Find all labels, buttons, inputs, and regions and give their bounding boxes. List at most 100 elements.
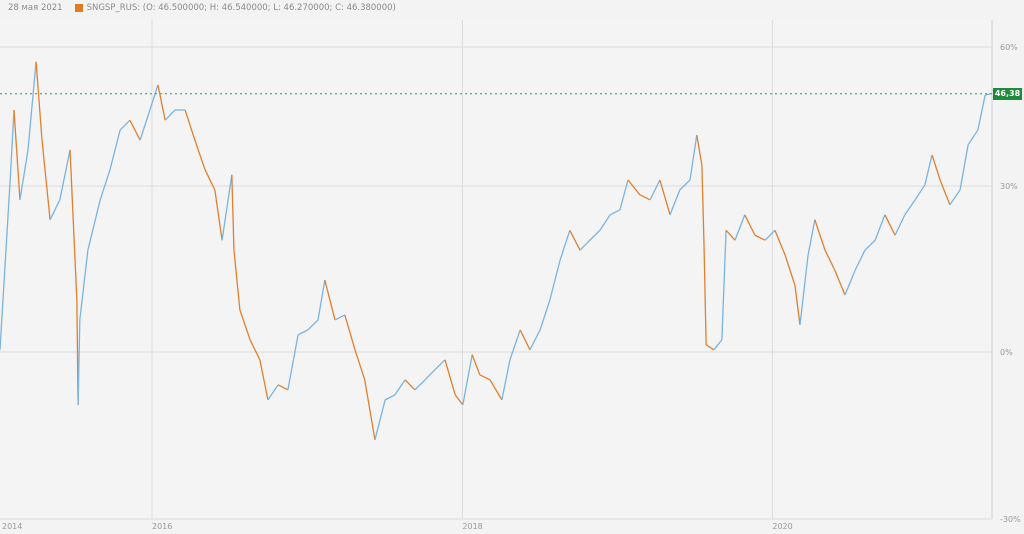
y-tick-label: 30% <box>1000 182 1018 191</box>
price-segment <box>394 379 406 396</box>
price-segment <box>649 179 661 201</box>
price-segment <box>277 384 289 391</box>
price-segment <box>149 84 159 111</box>
price-segment <box>721 230 727 340</box>
price-segment <box>659 179 671 215</box>
price-segment <box>194 139 206 170</box>
price-segment <box>19 149 29 200</box>
y-tick-label: 60% <box>1000 43 1018 52</box>
price-segment <box>589 229 601 241</box>
price-segment <box>904 199 916 216</box>
price-segment <box>317 279 326 321</box>
price-segment <box>0 179 11 350</box>
price-segment <box>404 379 416 391</box>
price-segment <box>689 134 698 181</box>
price-segment <box>977 95 986 131</box>
price-segment <box>784 254 796 286</box>
last-price-tag: 46,38 <box>993 87 1022 100</box>
price-segment <box>471 354 481 376</box>
price-segment <box>49 199 61 221</box>
price-segment <box>13 109 21 200</box>
price-segment <box>157 84 166 121</box>
y-tick-label: -30% <box>1000 515 1021 524</box>
price-segment <box>324 279 336 321</box>
price-segment <box>287 334 299 390</box>
price-segment <box>501 359 511 401</box>
price-segment <box>233 250 241 311</box>
price-segment <box>814 219 826 251</box>
price-segment <box>844 269 856 296</box>
price-segment <box>799 255 809 325</box>
price-segment <box>231 174 235 251</box>
price-segment <box>414 379 426 391</box>
price-segment <box>354 349 366 381</box>
price-segment <box>549 259 561 301</box>
x-tick-label: 2018 <box>462 522 482 531</box>
price-segment <box>79 250 89 320</box>
price-segment <box>239 309 251 341</box>
price-segment <box>939 179 951 206</box>
price-segment <box>703 245 707 345</box>
price-segment <box>344 314 356 350</box>
price-segment <box>931 154 941 181</box>
price-segment <box>764 229 776 241</box>
price-segment <box>221 174 233 241</box>
price-segment <box>696 134 703 166</box>
cursor-date: 28 мая 2021 <box>8 3 63 13</box>
price-segment <box>489 379 503 401</box>
price-segment <box>184 109 196 141</box>
price-segment <box>479 374 491 381</box>
price-segment <box>864 239 876 251</box>
price-segment <box>705 344 715 351</box>
price-segment <box>69 149 78 301</box>
price-segment <box>307 319 319 331</box>
price-segment <box>609 209 621 216</box>
price-segment <box>129 119 141 141</box>
grid <box>0 20 993 520</box>
price-segment <box>894 214 906 236</box>
chart-header: 28 мая 2021 SNGSP_RUS: (O: 46.500000; H:… <box>8 3 396 13</box>
y-tick-label: 0% <box>1000 348 1013 357</box>
price-segment <box>744 214 756 236</box>
price-segment <box>924 154 933 186</box>
price-segment <box>41 140 51 220</box>
price-segment <box>77 319 81 405</box>
price-segment <box>559 230 571 261</box>
price-segment <box>884 214 896 236</box>
price-segment <box>35 61 43 141</box>
price-segment <box>434 359 446 371</box>
x-tick-label: 2020 <box>772 522 792 531</box>
price-segment <box>297 329 309 336</box>
plot-area <box>0 20 992 519</box>
price-segment <box>619 179 629 210</box>
axis-ticks: 60% 30% 0% -30% 2014 2016 2018 2020 <box>2 43 1021 531</box>
price-segment <box>384 394 396 401</box>
price-segment <box>774 230 786 256</box>
price-segment <box>669 189 681 216</box>
price-segment <box>639 194 651 201</box>
x-tick-label: 2016 <box>152 522 172 531</box>
price-segment <box>139 109 151 141</box>
price-segment <box>99 169 111 201</box>
price-segment <box>713 339 723 351</box>
price-segment <box>529 329 541 351</box>
price-segment <box>334 314 346 321</box>
price-segment <box>539 299 551 331</box>
price-segment <box>259 359 269 401</box>
price-segment <box>807 219 816 256</box>
price-segment <box>509 329 521 361</box>
price-segment <box>754 234 766 241</box>
price-segment <box>579 239 591 251</box>
x-tick-label: 2014 <box>2 522 22 531</box>
price-segment <box>627 179 641 196</box>
price-segment <box>834 269 846 296</box>
price-segment <box>794 284 801 325</box>
price-segment <box>824 249 836 271</box>
price-segment <box>214 189 223 241</box>
price-segment <box>874 214 886 241</box>
price-segment <box>109 129 121 170</box>
price-segment <box>599 214 611 231</box>
legend-ohlc: SNGSP_RUS: (O: 46.500000; H: 46.540000; … <box>86 3 396 13</box>
price-segment <box>959 144 969 190</box>
